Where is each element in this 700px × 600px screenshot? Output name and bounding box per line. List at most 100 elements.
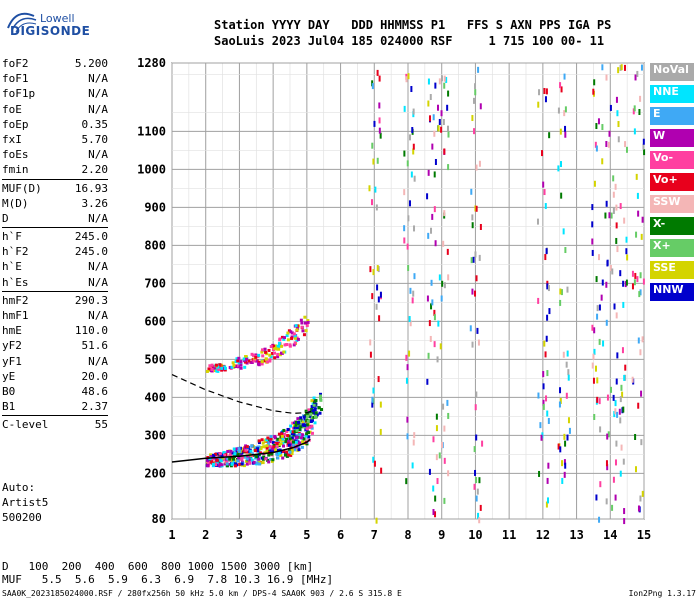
- echo-point: [239, 366, 243, 370]
- model-trace-dashed: [171, 374, 314, 414]
- echo-point: [257, 439, 261, 443]
- param-name: MUF(D): [2, 181, 42, 195]
- interference-point: [447, 274, 450, 281]
- echo-point: [300, 445, 304, 449]
- echo-point: [228, 365, 232, 369]
- interference-point: [561, 460, 564, 467]
- echo-point: [288, 450, 292, 454]
- x-tick-label: 9: [438, 528, 445, 542]
- echo-point: [232, 447, 236, 451]
- echo-point: [244, 448, 248, 452]
- legend-entry: Vo+: [650, 173, 694, 191]
- param-value: 245.0: [74, 245, 108, 259]
- interference-point: [593, 180, 596, 187]
- interference-point: [373, 460, 376, 467]
- echo-point: [276, 456, 280, 460]
- muf-row: MUF 5.5 5.6 5.9 6.3 6.9 7.8 10.3 16.9 [M…: [2, 573, 333, 586]
- interference-point: [403, 225, 406, 232]
- interference-point: [593, 79, 596, 86]
- echo-point: [242, 449, 246, 453]
- interference-point: [441, 441, 444, 448]
- echo-point: [285, 334, 289, 338]
- interference-point: [607, 431, 610, 438]
- interference-point: [403, 150, 406, 157]
- interference-point: [372, 387, 375, 394]
- interference-point: [544, 254, 547, 261]
- interference-point: [479, 103, 482, 110]
- echo-point: [306, 319, 310, 323]
- echo-point: [257, 441, 261, 445]
- interference-point: [475, 275, 478, 282]
- echo-point: [269, 445, 273, 449]
- interference-point: [564, 106, 567, 113]
- echo-point: [231, 451, 235, 455]
- interference-point: [547, 417, 550, 424]
- echo-point: [262, 445, 266, 449]
- interference-point: [437, 320, 440, 327]
- interference-point: [407, 215, 410, 222]
- interference-point: [626, 254, 629, 261]
- echo-point: [293, 430, 297, 434]
- echo-point: [311, 409, 315, 413]
- interference-point: [474, 251, 477, 258]
- interference-point: [559, 288, 562, 295]
- interference-point: [406, 433, 409, 440]
- param-divider: [2, 415, 108, 417]
- param-name: foF1: [2, 72, 29, 86]
- interference-point: [406, 243, 409, 250]
- interference-point: [474, 404, 477, 411]
- interference-point: [631, 283, 634, 290]
- echo-point: [298, 433, 302, 437]
- auto-artist: Artist5: [2, 496, 49, 509]
- interference-point: [369, 351, 372, 358]
- echo-point: [290, 442, 294, 446]
- interference-point: [561, 477, 564, 484]
- echo-point: [246, 455, 250, 459]
- autoscaling-info: Auto: Artist5 500200: [2, 480, 48, 525]
- echo-point: [300, 325, 304, 329]
- interference-point: [379, 132, 382, 139]
- echo-point: [253, 454, 257, 458]
- interference-point: [412, 143, 415, 150]
- echo-point: [278, 448, 282, 452]
- echo-point: [286, 453, 290, 457]
- interference-point: [545, 335, 548, 342]
- echo-point: [256, 449, 260, 453]
- echo-point: [213, 461, 217, 465]
- interference-point: [624, 281, 627, 288]
- interference-point: [604, 212, 607, 219]
- echo-point: [296, 417, 300, 421]
- interference-point: [593, 348, 596, 355]
- interference-point: [633, 279, 636, 286]
- interference-point: [376, 284, 379, 291]
- echo-point: [281, 441, 285, 445]
- interference-point: [612, 191, 615, 198]
- param-row: foE N/A: [2, 102, 108, 117]
- interference-point: [426, 295, 429, 302]
- param-name: M(D): [2, 196, 29, 210]
- interference-point: [612, 175, 615, 182]
- param-value: 2.20: [81, 163, 109, 177]
- interference-point: [481, 440, 484, 447]
- interference-point: [622, 458, 625, 465]
- interference-point: [616, 110, 619, 117]
- echo-point: [271, 441, 275, 445]
- y-tick-label: 80: [152, 512, 166, 526]
- param-name: yF2: [2, 339, 22, 353]
- interference-point: [412, 108, 415, 115]
- echo-point: [310, 431, 314, 435]
- interference-point: [597, 118, 600, 125]
- interference-point: [621, 347, 624, 354]
- interference-point: [591, 324, 594, 331]
- param-value: N/A: [88, 260, 108, 274]
- interference-point: [439, 343, 442, 350]
- interference-point: [372, 158, 375, 165]
- param-name: fmin: [2, 163, 29, 177]
- echo-point: [294, 336, 298, 340]
- echo-point: [320, 408, 324, 412]
- echo-point: [269, 457, 273, 461]
- echo-point: [269, 345, 273, 349]
- echo-point: [252, 460, 256, 464]
- echo-point: [277, 344, 281, 348]
- interference-point: [371, 401, 374, 408]
